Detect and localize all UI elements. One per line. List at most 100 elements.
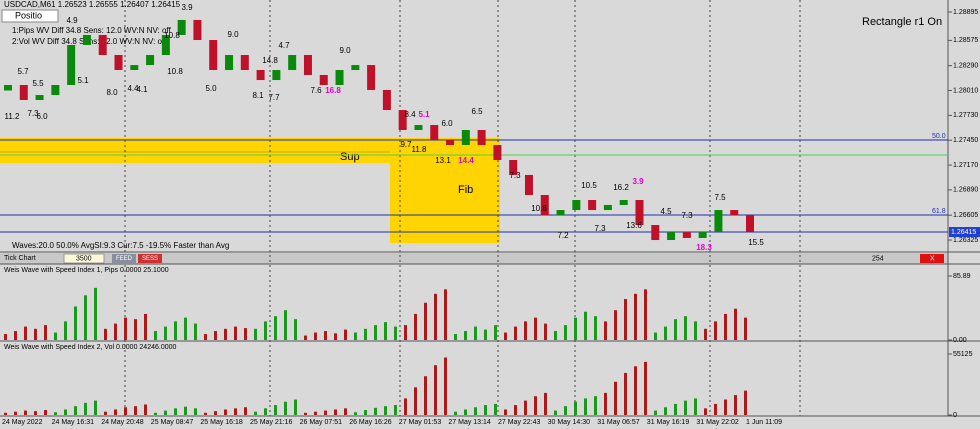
volume-bar [474,407,477,415]
ticks-value[interactable]: 3500 [76,255,92,262]
wave-label: 4.1 [136,85,148,94]
y-tick-label: 0 [953,412,957,419]
volume-bar [444,357,447,415]
volume-bar [154,412,157,415]
volume-bar [204,334,207,340]
volume-bar [584,311,587,340]
volume-bar [154,331,157,340]
close-button[interactable] [920,254,944,263]
volume-bar [364,410,367,415]
wave-label: 5.5 [32,79,44,88]
rectangle-status: Rectangle r1 On [862,16,942,28]
feed-label[interactable]: FEED [116,256,133,262]
volume-bar [684,400,687,415]
volume-bar [554,410,557,415]
volume-bar [104,328,107,340]
volume-bar [194,323,197,340]
volume-bar [544,323,547,340]
fib-zone [390,163,500,243]
volume-bar [94,400,97,415]
volume-bar [314,332,317,340]
sess-label[interactable]: SESS [142,256,158,262]
wave-label: 10.8 [531,204,547,213]
candle-body [335,70,344,86]
wave-label: 14.8 [262,56,278,65]
volume-bar [454,334,457,340]
candle-body [256,70,265,81]
volume-bar [694,321,697,340]
volume-bar [214,331,217,340]
x-tick-label: 24 May 2022 [2,419,43,426]
volume-bar [714,403,717,415]
volume-bar [434,293,437,340]
y-tick-label: 0.00 [953,337,967,344]
session-lines [124,0,801,416]
volume-bar [334,333,337,340]
volume-bar [444,289,447,340]
volume-bar [584,398,587,415]
wave-label: 8.0 [106,88,118,97]
volume-bar [674,319,677,340]
sess-button[interactable] [138,254,162,263]
volume-bar [294,319,297,340]
volume-bar [74,306,77,340]
volume-bar [654,410,657,415]
volume-bar [464,331,467,340]
volume-bar [284,401,287,415]
candle-body [351,65,360,71]
wave-label: 10.8 [164,31,180,40]
volume-bar [514,405,517,415]
candle-body [635,200,644,226]
close-label[interactable]: X [930,255,935,262]
volume-bar [684,316,687,340]
volume-bar [224,409,227,415]
volume-bar [304,412,307,415]
candle-body [730,210,739,215]
volume-bar [234,408,237,415]
volume-bar [694,398,697,415]
volume-bar [384,322,387,340]
wave-label: 4.5 [660,207,672,216]
volume-bar [474,326,477,340]
x-tick-label: 24 May 16:31 [52,419,95,426]
candle-body [446,140,455,145]
wave-label: 5.7 [17,67,29,76]
volume-bar [674,403,677,415]
volume-bar [604,321,607,340]
volume-bar [534,317,537,340]
volume-bar [724,313,727,340]
candle-body [35,95,44,101]
volume-bar [134,319,137,340]
position-button-label[interactable]: Positio [15,10,42,20]
wave-label: 7.3 [27,109,39,118]
candle-body [540,195,549,215]
feed-button[interactable] [112,254,136,263]
volume-bar [704,328,707,340]
wave-label: 7.6 [310,86,322,95]
volume-bar [744,317,747,340]
volume-bar [614,381,617,415]
candle-body [51,85,60,96]
volume-bar [114,409,117,415]
volume-bar [74,406,77,415]
volume-bar [234,326,237,340]
volume-bar [144,313,147,340]
volume-bar [354,332,357,340]
volume-bar [734,395,737,415]
candle-body [67,44,76,86]
volume-bar [274,405,277,415]
candle-body [461,129,470,145]
volume-bar [484,329,487,340]
volume-bar [14,411,17,415]
y-tick-label: 1.26890 [953,187,978,194]
volume-bar [534,396,537,415]
volume-bar [424,376,427,415]
wave-label: 15.5 [748,238,764,247]
ticks-input[interactable] [63,253,105,264]
volume-bar [604,392,607,415]
x-tick-label: 31 May 16:19 [647,419,690,426]
volume-bar [174,321,177,340]
position-button[interactable] [1,9,59,23]
volume-bar [734,308,737,340]
